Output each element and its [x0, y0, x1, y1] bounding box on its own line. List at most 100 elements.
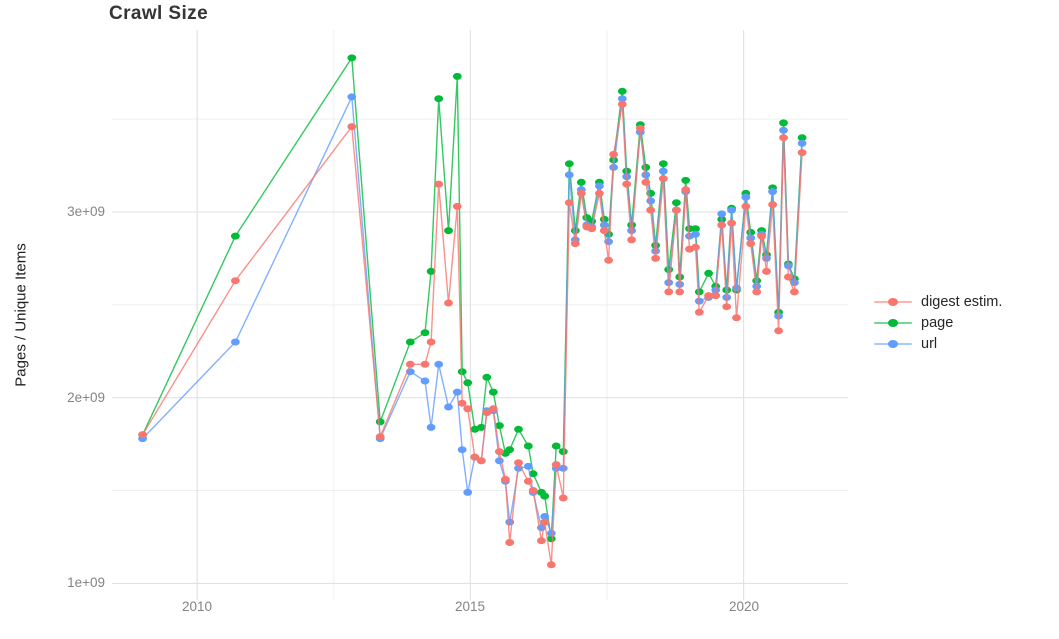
data-point-page [482, 373, 492, 381]
data-point-digest [595, 189, 604, 197]
data-point-digest [757, 232, 766, 240]
data-point-page [551, 442, 561, 450]
data-point-digest [675, 288, 685, 296]
data-point-digest [405, 360, 415, 368]
data-point-digest [540, 518, 550, 526]
data-point-url [523, 462, 533, 470]
data-point-url [426, 423, 436, 431]
data-point-digest [681, 186, 691, 194]
legend-item-digest: digest estim. [874, 291, 1002, 312]
data-point-url [463, 488, 473, 496]
data-point-digest [570, 240, 580, 248]
data-point-digest [457, 399, 467, 407]
data-point-digest [347, 123, 357, 131]
data-point-digest [711, 292, 721, 300]
legend-label-url: url [921, 335, 938, 352]
data-point-digest [420, 360, 430, 368]
data-point-digest [732, 314, 741, 322]
grid-minor [112, 30, 848, 600]
chart-title: Crawl Size [109, 3, 209, 24]
data-point-digest [576, 189, 586, 197]
data-point-page [347, 54, 357, 62]
x-tick-label-2010: 2010 [181, 599, 213, 614]
data-point-url [617, 95, 627, 103]
data-point-url [564, 171, 574, 179]
data-point-url [599, 221, 609, 229]
data-point-url [595, 182, 604, 190]
data-point-digest [505, 539, 515, 546]
data-point-digest [514, 459, 523, 467]
data-point-url [797, 139, 807, 147]
data-point-url [779, 126, 788, 134]
y-tick-label-2e09: 2e+09 [67, 390, 105, 405]
data-point-url [540, 513, 550, 520]
data-point-page [457, 368, 467, 376]
data-point-digest [722, 303, 732, 311]
data-point-digest [537, 537, 546, 545]
data-point-digest [784, 273, 793, 281]
data-point-page [514, 425, 523, 433]
data-point-digest [501, 475, 510, 483]
data-point-digest [664, 288, 674, 296]
data-point-digest [523, 477, 533, 485]
data-point-digest [444, 299, 453, 307]
data-point-url [444, 403, 453, 411]
data-point-page [495, 422, 504, 430]
data-point-digest [551, 461, 561, 469]
data-point-digest [694, 308, 704, 316]
data-point-digest [717, 221, 727, 229]
data-point-digest [587, 225, 597, 233]
data-point-page [405, 338, 415, 346]
data-point-page [681, 176, 691, 184]
data-point-digest [231, 277, 240, 285]
data-point-digest [790, 288, 799, 296]
data-point-digest [672, 206, 681, 214]
data-point-page [523, 442, 533, 450]
data-point-digest [564, 199, 574, 207]
data-point-digest [635, 124, 645, 132]
x-tick-label-2015: 2015 [454, 599, 486, 614]
data-point-url [762, 254, 771, 262]
data-point-url [452, 388, 462, 396]
data-point-url [651, 247, 660, 255]
data-point-digest [727, 219, 736, 227]
x-tick-label-2020: 2020 [728, 599, 760, 614]
data-point-page [797, 134, 807, 142]
legend-item-url: url [874, 333, 1002, 354]
data-point-url [658, 167, 668, 175]
legend-key-url-icon [874, 337, 912, 351]
legend-label-digest: digest estim. [921, 293, 1003, 310]
data-point-digest [691, 243, 700, 251]
series-digest-line [142, 104, 803, 565]
data-point-page [540, 492, 550, 500]
data-point-digest [741, 202, 751, 210]
data-point-digest [599, 227, 609, 235]
data-point-url [717, 210, 727, 218]
data-point-digest [752, 288, 762, 296]
data-point-url [231, 338, 240, 346]
data-point-digest [558, 494, 568, 502]
data-point-page [375, 418, 385, 426]
data-point-page [546, 535, 556, 543]
data-point-digest [375, 433, 385, 441]
data-point-digest [617, 100, 627, 108]
legend-key-page-icon [874, 316, 912, 330]
data-point-digest [488, 405, 498, 413]
data-point-digest [434, 180, 444, 188]
data-point-digest [797, 149, 807, 157]
data-point-page [617, 87, 627, 95]
data-point-page [488, 388, 498, 396]
data-point-page [452, 72, 462, 80]
data-point-url [741, 193, 751, 201]
data-point-page [426, 267, 436, 275]
data-point-url [546, 529, 556, 537]
data-point-digest [604, 256, 613, 264]
data-point-url [420, 377, 430, 385]
data-point-digest [658, 175, 668, 183]
data-point-digest [651, 254, 660, 262]
data-point-page [779, 119, 788, 127]
data-point-page [576, 178, 586, 186]
data-point-digest [495, 448, 504, 456]
